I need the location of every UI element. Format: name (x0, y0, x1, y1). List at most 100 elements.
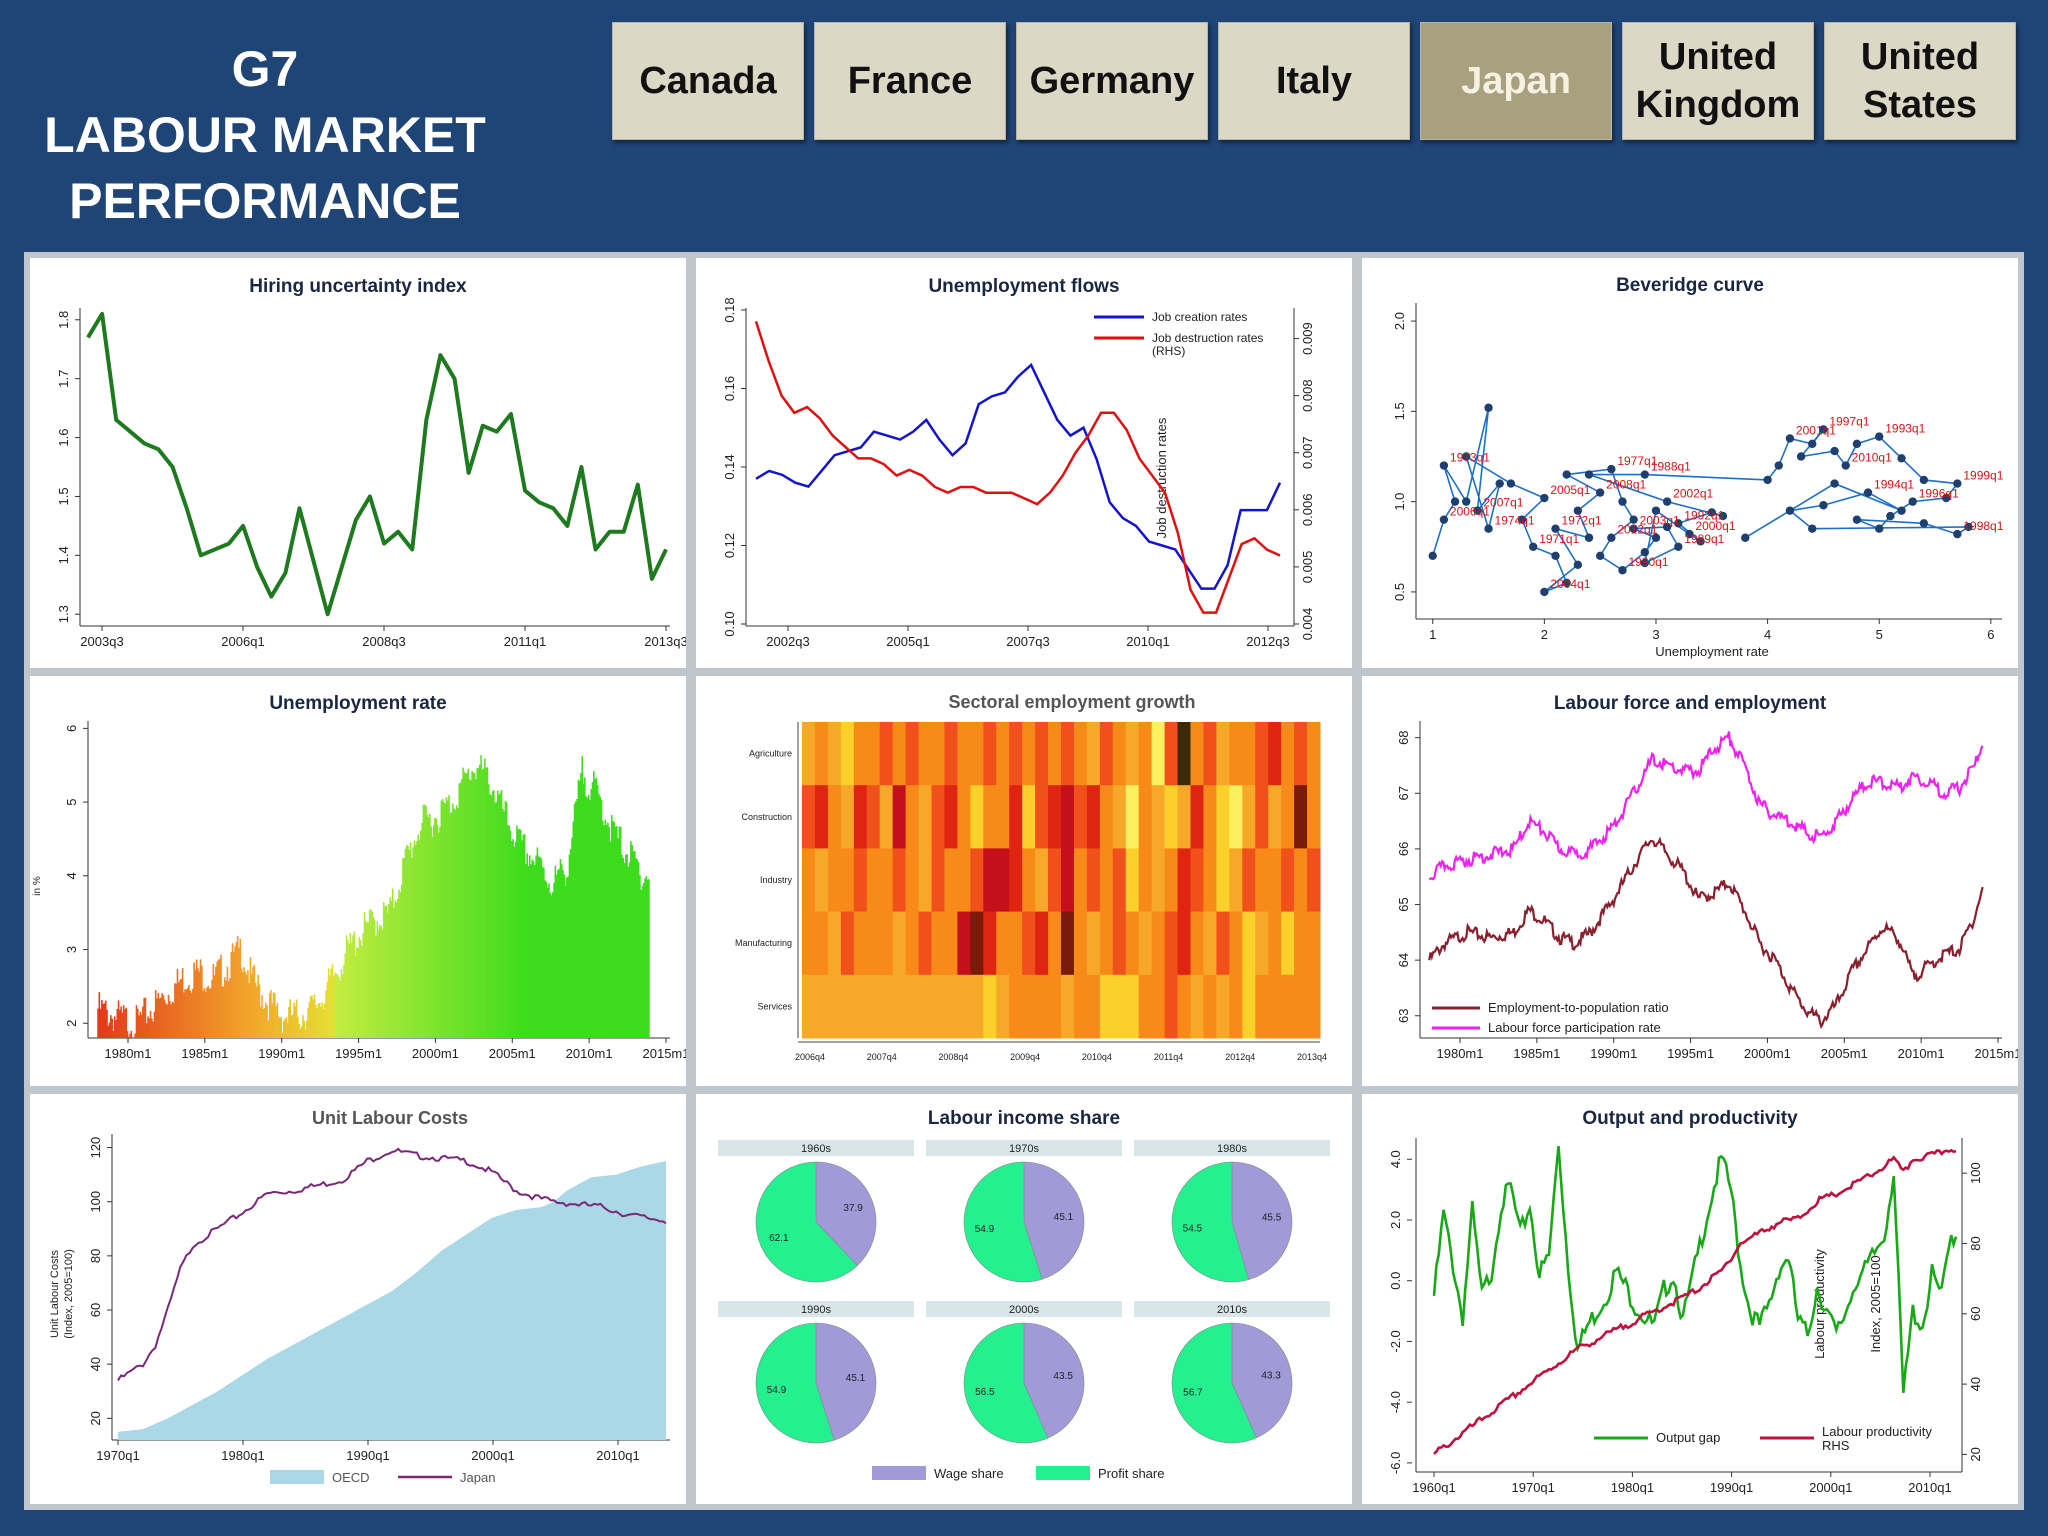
heatmap-cell (1022, 785, 1036, 849)
heatmap-cell (1073, 722, 1088, 786)
beveridge-point (1562, 578, 1571, 588)
unemployment-bar (573, 803, 576, 1038)
unemployment-bar (481, 769, 484, 1038)
unemployment-bar (559, 858, 562, 1038)
tab-japan[interactable]: Japan (1420, 22, 1612, 140)
x-tick-label: 2010m1 (1898, 1046, 1945, 1061)
unemployment-bar (646, 879, 649, 1038)
heatmap-cell (1035, 785, 1049, 849)
x-tick-label: 2013q4 (1297, 1052, 1327, 1062)
chart-title: Unemployment rate (269, 693, 446, 714)
heatmap-cell (1164, 974, 1179, 1039)
unemployment-bar (439, 826, 441, 1038)
heatmap-cell (1086, 911, 1101, 976)
unemployment-bar (144, 997, 147, 1038)
heatmap-cell (1164, 911, 1179, 976)
unemployment-bar (626, 854, 628, 1038)
beveridge-point (1941, 493, 1951, 503)
x-tick-label: 1980q1 (1611, 1480, 1654, 1495)
unemployment-bar (323, 1003, 326, 1038)
heatmap-cell (1203, 974, 1217, 1039)
legend-label: Labour force participation rate (1488, 1020, 1661, 1035)
x-tick-label: 2000m1 (412, 1046, 459, 1061)
heatmap-cell (1229, 911, 1243, 976)
beveridge-point (1651, 506, 1661, 515)
wage-value-label: 45.1 (846, 1373, 866, 1384)
unemployment-bar (522, 834, 525, 1038)
chart-title: Unit Labour Costs (312, 1108, 468, 1128)
unemployment-bar (149, 1010, 152, 1038)
heatmap-cell (840, 911, 855, 976)
x-tick-label: 1980m1 (105, 1046, 152, 1061)
tab-label: Japan (1461, 60, 1571, 102)
legend-label: OECD (332, 1470, 370, 1485)
unemployment-bar (531, 859, 534, 1038)
unemployment-bar (399, 892, 402, 1038)
unemployment-bar (459, 782, 462, 1038)
heatmap-cell (1216, 785, 1230, 849)
unemployment-bar (549, 892, 552, 1038)
heatmap-cell (853, 974, 868, 1039)
profit-slice (755, 1322, 835, 1444)
output-productivity-chart: Output and productivity -6.0 -4.0 -2.0 0.0 2.… (1388, 1108, 1983, 1495)
tab-france[interactable]: France (814, 22, 1006, 140)
unemployment-bar (625, 854, 627, 1038)
unemployment-bar (441, 799, 444, 1038)
job-creation-line (755, 362, 1282, 590)
heatmap-cell (1086, 785, 1101, 849)
unemployment-bar (560, 864, 563, 1038)
beveridge-point (1830, 446, 1839, 456)
heatmap-cell (1022, 722, 1036, 786)
unemployment-bar (502, 808, 504, 1038)
unemployment-bar (600, 800, 603, 1038)
unemployment-bar (390, 901, 393, 1038)
unemployment-bar (357, 948, 359, 1038)
unemployment-bar (496, 790, 499, 1038)
unemployment-bar (400, 884, 403, 1038)
unemployment-bar (385, 905, 388, 1038)
heatmap-cell (1281, 911, 1295, 976)
pie-strip-label: 1960s (801, 1143, 831, 1155)
tab-italy[interactable]: Italy (1218, 22, 1410, 140)
tab-united-states[interactable]: United States (1824, 22, 2016, 140)
unemployment-bar (258, 984, 261, 1038)
unemployment-bar (308, 1002, 311, 1038)
unemployment-bar (558, 868, 560, 1038)
chart-title: Hiring uncertainty index (249, 276, 467, 297)
unemployment-bar (275, 1006, 277, 1038)
unemployment-bar (555, 874, 558, 1038)
x-tick-label: 2007q3 (1006, 634, 1049, 649)
unemployment-bar (167, 994, 170, 1038)
unemployment-bar (161, 993, 163, 1038)
x-tick-label: 2005q1 (886, 634, 929, 649)
unemployment-bar (298, 1024, 300, 1038)
tab-united-kingdom[interactable]: United Kingdom (1622, 22, 1814, 140)
heatmap-cell (866, 911, 881, 976)
unemployment-bar (511, 841, 513, 1038)
unemployment-bar (347, 939, 349, 1038)
heatmap-cell (1112, 848, 1127, 913)
heatmap-cell (840, 785, 855, 849)
unemployment-bar (229, 978, 231, 1038)
unemployment-bar (190, 992, 193, 1038)
unemployment-bar (416, 841, 418, 1038)
tab-canada[interactable]: Canada (612, 22, 804, 140)
y-tick-label: 63 (1396, 1009, 1411, 1023)
heatmap-cell (866, 722, 881, 786)
heatmap-cell (814, 974, 829, 1039)
tab-label: Kingdom (1635, 84, 1801, 126)
heatmap-cell (1151, 785, 1166, 849)
unemployment-bar (120, 1006, 122, 1038)
unemployment-bar (240, 968, 243, 1038)
output-gap-line (1432, 1145, 1958, 1393)
unemployment-bar (608, 827, 610, 1038)
x-tick-label: 2010q1 (1126, 634, 1169, 649)
x-tick-label: 2000q1 (471, 1448, 514, 1463)
unemployment-bar (546, 888, 549, 1038)
unemployment-bar (312, 999, 315, 1038)
unemployment-bar (489, 794, 491, 1038)
tab-germany[interactable]: Germany (1016, 22, 1208, 140)
wage-value-label: 43.3 (1261, 1371, 1281, 1382)
x-tick-label: 1980m1 (1437, 1046, 1484, 1061)
heatmap-cell (1281, 848, 1295, 913)
